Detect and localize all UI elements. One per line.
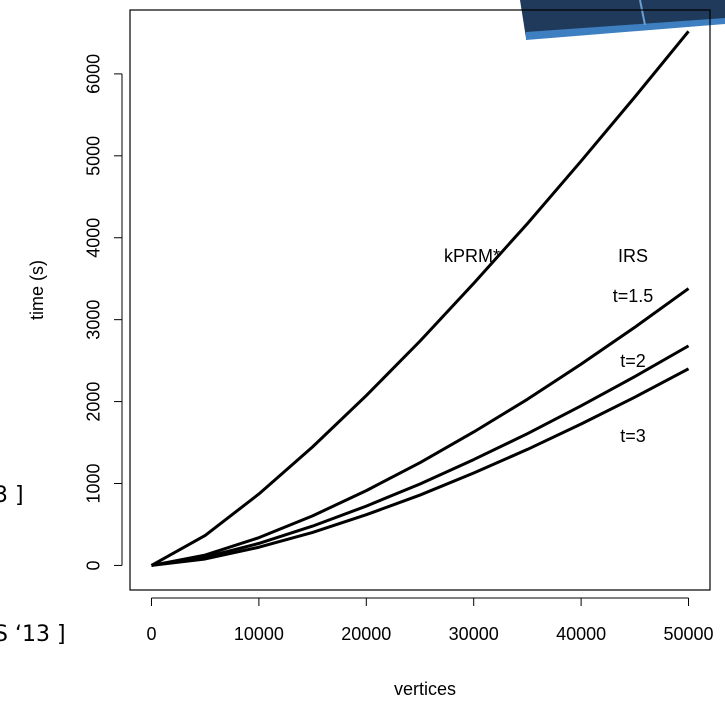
series-label: t=3 xyxy=(620,426,646,446)
y-tick-label: 2000 xyxy=(84,382,104,422)
y-tick-label: 3000 xyxy=(84,300,104,340)
x-tick-label: 0 xyxy=(146,624,156,644)
line-series xyxy=(150,30,690,567)
line-series xyxy=(151,367,690,567)
slide-decoration-line xyxy=(639,0,646,26)
x-tick-label: 20000 xyxy=(341,624,391,644)
line-series xyxy=(151,344,690,567)
x-tick-label: 40000 xyxy=(556,624,606,644)
y-tick-label: 5000 xyxy=(84,136,104,176)
series-label: t=1.5 xyxy=(613,286,654,306)
plot-box xyxy=(129,9,711,591)
series-label: kPRM* xyxy=(444,246,500,266)
line-series xyxy=(151,287,690,567)
annotation: IRS xyxy=(618,246,648,266)
x-axis-label: vertices xyxy=(394,679,456,699)
y-tick-label: 4000 xyxy=(84,218,104,258)
slide-fragment: S ‘13 ] xyxy=(0,622,66,647)
y-tick-label: 0 xyxy=(84,560,104,570)
y-tick-label: 1000 xyxy=(84,463,104,503)
series-label: t=2 xyxy=(620,351,646,371)
x-tick-label: 10000 xyxy=(234,624,284,644)
y-axis-label: time (s) xyxy=(27,260,47,320)
y-tick-label: 6000 xyxy=(84,54,104,94)
x-tick-label: 30000 xyxy=(449,624,499,644)
slide-fragment: 3 ] xyxy=(0,483,24,508)
x-tick-label: 50000 xyxy=(663,624,713,644)
slide-decoration-edge xyxy=(526,18,725,40)
